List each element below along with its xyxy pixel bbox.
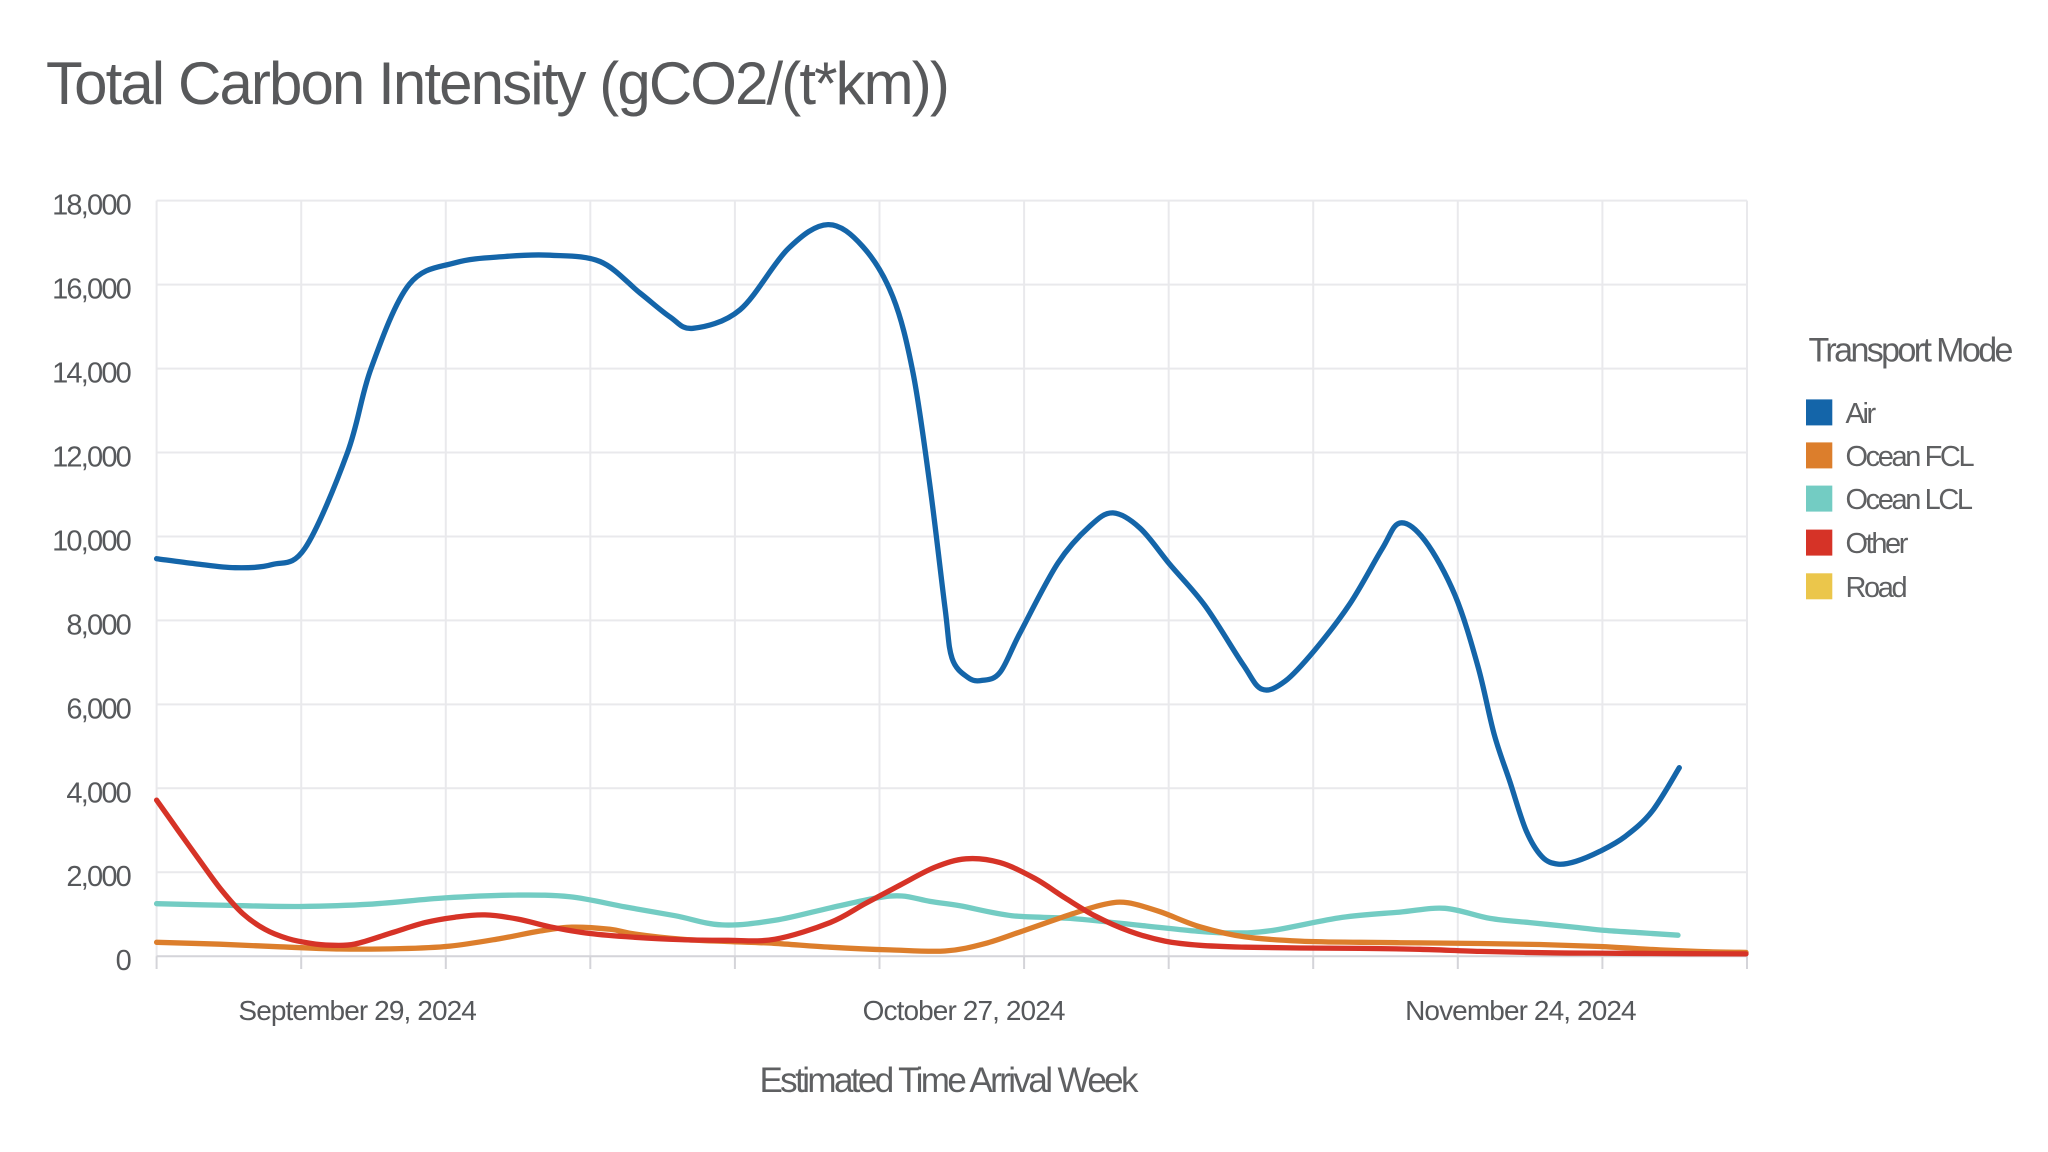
svg-text:14,000: 14,000 (52, 358, 131, 390)
svg-text:November 24, 2024: November 24, 2024 (1405, 995, 1636, 1026)
svg-text:Transport Mode: Transport Mode (1809, 332, 2013, 370)
svg-text:4,000: 4,000 (66, 777, 130, 809)
svg-text:September 29, 2024: September 29, 2024 (238, 995, 476, 1026)
svg-text:6,000: 6,000 (66, 693, 130, 725)
svg-text:Other: Other (1846, 528, 1909, 560)
svg-text:8,000: 8,000 (66, 609, 130, 641)
svg-text:Total Carbon Intensity (gCO2/(: Total Carbon Intensity (gCO2/(t*km)) (46, 50, 948, 117)
svg-text:18,000: 18,000 (52, 190, 131, 222)
svg-text:0: 0 (116, 945, 131, 977)
svg-text:October 27, 2024: October 27, 2024 (863, 995, 1065, 1026)
svg-text:2,000: 2,000 (66, 861, 130, 893)
svg-text:12,000: 12,000 (52, 442, 131, 474)
svg-text:Air: Air (1846, 398, 1877, 430)
svg-text:Road: Road (1846, 572, 1907, 604)
svg-text:Ocean LCL: Ocean LCL (1846, 484, 1973, 516)
svg-text:16,000: 16,000 (52, 274, 131, 306)
svg-text:Estimated Time Arrival Week: Estimated Time Arrival Week (759, 1061, 1139, 1100)
svg-text:10,000: 10,000 (52, 526, 131, 558)
svg-text:Ocean FCL: Ocean FCL (1846, 441, 1975, 473)
